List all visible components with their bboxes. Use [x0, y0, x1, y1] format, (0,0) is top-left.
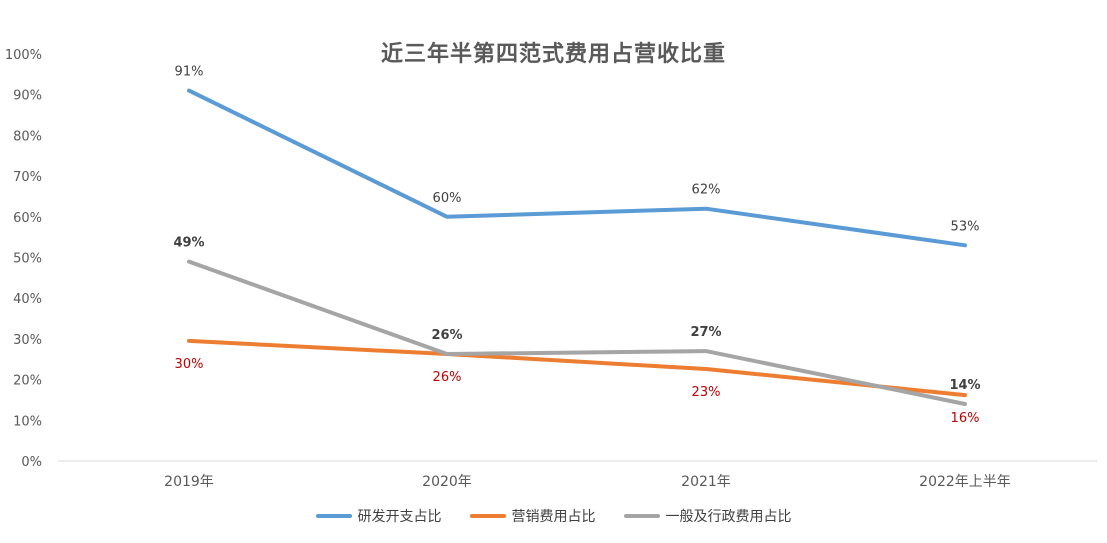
series-line-marketing: [187, 338, 967, 398]
data-label-admin: 26%: [431, 328, 462, 343]
y-tick-label: 30%: [13, 333, 42, 348]
x-tick-label: 2022年上半年: [919, 474, 1011, 490]
chart-title: 近三年半第四范式费用占营收比重: [380, 42, 726, 67]
legend-item-rd: 研发开支占比: [315, 506, 442, 526]
legend-label-rd: 研发开支占比: [357, 509, 442, 525]
y-tick-label: 60%: [13, 211, 42, 226]
y-tick-label: 50%: [13, 252, 42, 267]
y-tick-label: 100%: [5, 48, 42, 63]
y-tick-label: 90%: [13, 89, 42, 104]
data-label-marketing: 16%: [951, 411, 980, 426]
legend: 研发开支占比 营销费用占比 一般及行政费用占比: [0, 506, 1107, 526]
y-tick-label: 40%: [13, 292, 42, 307]
data-label-admin: 49%: [173, 236, 204, 251]
y-tick-label: 70%: [13, 170, 42, 185]
data-label-rd: 60%: [433, 191, 462, 206]
data-label-admin: 14%: [949, 378, 980, 393]
data-label-rd: 62%: [692, 183, 721, 198]
data-label-marketing: 23%: [692, 385, 721, 400]
data-label-marketing: 26%: [433, 370, 462, 385]
x-tick-label: 2019年: [164, 474, 214, 490]
legend-swatch-marketing: [469, 514, 506, 518]
x-tick-label: 2020年: [422, 474, 472, 490]
y-tick-label: 10%: [13, 414, 42, 429]
data-label-admin: 27%: [690, 325, 721, 340]
data-label-rd: 53%: [951, 219, 980, 234]
legend-label-marketing: 营销费用占比: [511, 509, 596, 525]
y-tick-label: 0%: [21, 455, 42, 470]
y-tick-label: 20%: [13, 374, 42, 389]
legend-swatch-admin: [623, 514, 660, 518]
series-line-rd: [187, 88, 967, 248]
legend-item-admin: 一般及行政费用占比: [623, 506, 792, 526]
series-line-admin: [187, 259, 967, 406]
data-label-rd: 91%: [175, 65, 204, 80]
legend-item-marketing: 营销费用占比: [469, 506, 596, 526]
legend-swatch-rd: [315, 514, 352, 518]
y-tick-label: 80%: [13, 129, 42, 144]
x-tick-label: 2021年: [681, 474, 731, 490]
data-label-marketing: 30%: [175, 357, 204, 372]
legend-label-admin: 一般及行政费用占比: [665, 509, 792, 525]
